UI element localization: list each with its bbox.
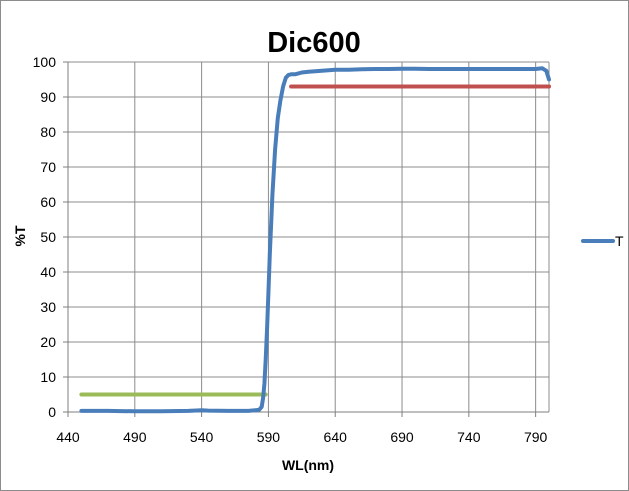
x-tick-label: 690 <box>390 429 414 445</box>
y-tick-label: 30 <box>40 299 56 315</box>
x-tick-label: 540 <box>190 429 214 445</box>
legend-label: T <box>615 233 624 249</box>
y-tick-label: 20 <box>40 334 56 350</box>
chart-title: Dic600 <box>267 27 361 59</box>
y-tick-label: 50 <box>40 229 56 245</box>
y-tick-labels: 0 10 20 30 40 50 60 70 80 90 100 <box>33 54 68 420</box>
x-tick-label: 590 <box>257 429 281 445</box>
y-tick-label: 40 <box>40 264 56 280</box>
grid-lines <box>68 61 549 412</box>
y-axis-label: %T <box>12 225 28 246</box>
x-tick-labels: 440 490 540 590 640 690 740 790 <box>56 412 548 445</box>
y-tick-label: 80 <box>40 124 56 140</box>
series-lines <box>79 66 551 414</box>
x-tick-label: 440 <box>56 429 80 445</box>
legend: T <box>581 233 624 249</box>
y-tick-label: 70 <box>40 159 56 175</box>
x-tick-label: 740 <box>457 429 481 445</box>
x-tick-label: 490 <box>123 429 147 445</box>
x-tick-label: 640 <box>324 429 348 445</box>
series-line-t <box>79 66 551 414</box>
x-axis-label: WL(nm) <box>282 457 334 473</box>
y-tick-label: 90 <box>40 89 56 105</box>
x-tick-label: 790 <box>524 429 548 445</box>
y-tick-label: 60 <box>40 194 56 210</box>
y-tick-label: 0 <box>48 404 56 420</box>
y-tick-label: 10 <box>40 369 56 385</box>
y-tick-label: 100 <box>33 54 57 70</box>
